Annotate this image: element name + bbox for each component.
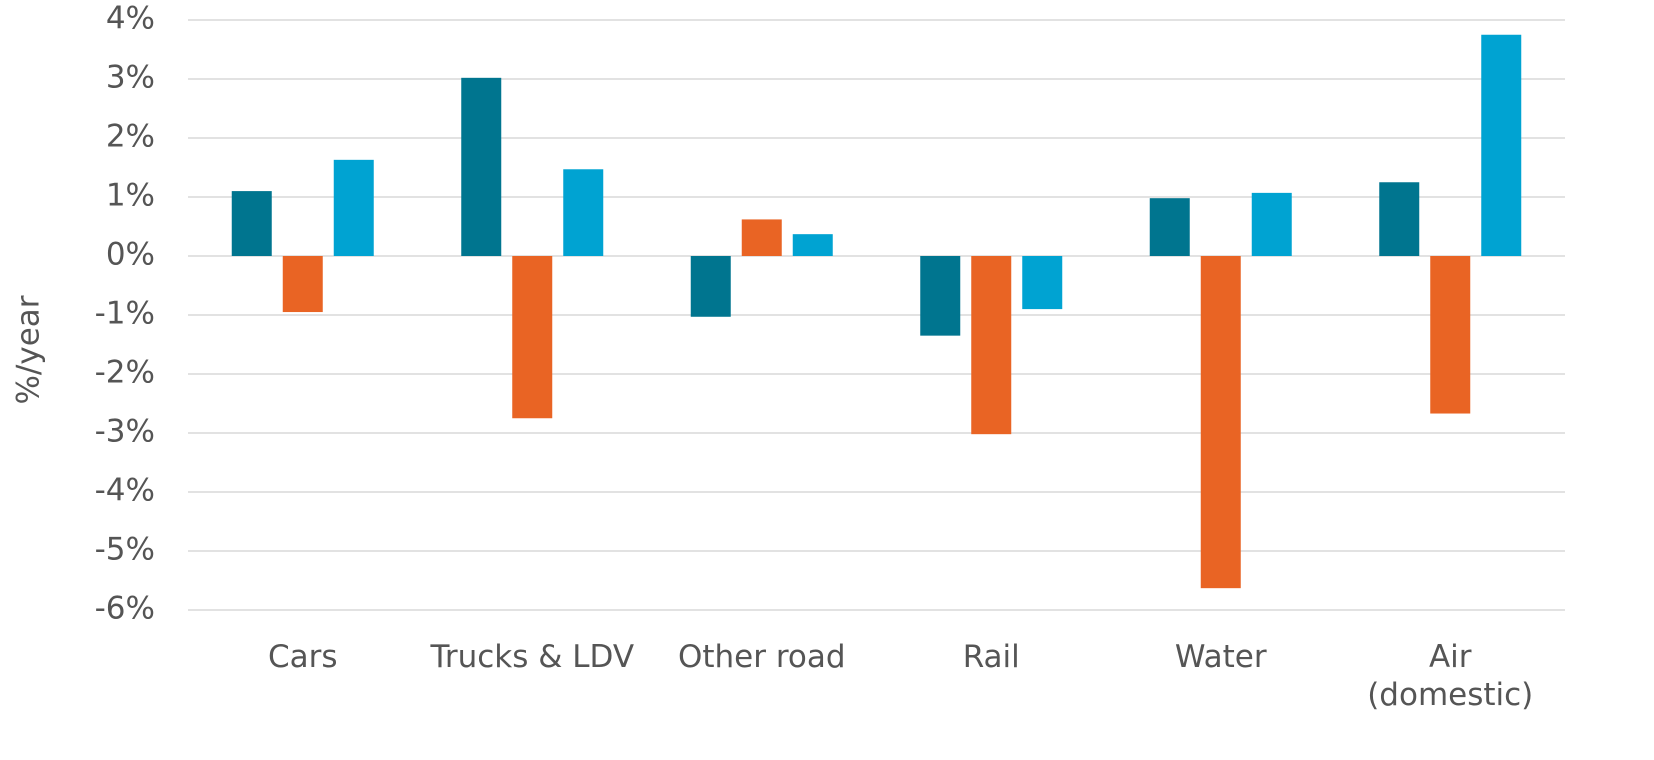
- y-tick-label: -6%: [95, 591, 155, 627]
- y-tick-label: 1%: [106, 178, 155, 214]
- bar: [1379, 182, 1420, 256]
- y-tick-label: -4%: [95, 473, 155, 509]
- bar: [333, 159, 374, 256]
- y-tick-label: 2%: [106, 119, 155, 155]
- x-tick-label: Water: [1174, 639, 1267, 675]
- y-tick-label: -1%: [95, 296, 155, 332]
- y-tick-label: -2%: [95, 355, 155, 391]
- bar: [282, 256, 323, 313]
- bar: [971, 256, 1012, 435]
- bar: [1430, 256, 1471, 414]
- bar: [231, 191, 272, 256]
- bar: [1022, 256, 1063, 310]
- y-axis-label: %/year: [11, 295, 47, 404]
- x-tick-label: Air (domestic): [1367, 639, 1534, 713]
- x-tick-label: Trucks & LDV: [430, 639, 635, 675]
- x-tick-label: Cars: [267, 639, 338, 675]
- bar: [1251, 192, 1292, 256]
- bar: [1481, 34, 1522, 256]
- x-tick-label: Rail: [962, 639, 1020, 675]
- bar: [792, 234, 833, 256]
- bar: [563, 169, 604, 256]
- y-tick-label: 4%: [106, 1, 155, 37]
- bar: [512, 256, 553, 419]
- bar: [1149, 198, 1190, 256]
- bar: [741, 219, 782, 256]
- bar: [1200, 256, 1241, 589]
- y-tick-label: 0%: [106, 237, 155, 273]
- bar: [690, 256, 731, 317]
- bar: [461, 77, 502, 256]
- bar: [920, 256, 961, 336]
- x-tick-label: Other road: [677, 639, 846, 675]
- y-tick-label: -5%: [95, 532, 155, 568]
- y-tick-label: 3%: [106, 60, 155, 96]
- y-tick-label: -3%: [95, 414, 155, 450]
